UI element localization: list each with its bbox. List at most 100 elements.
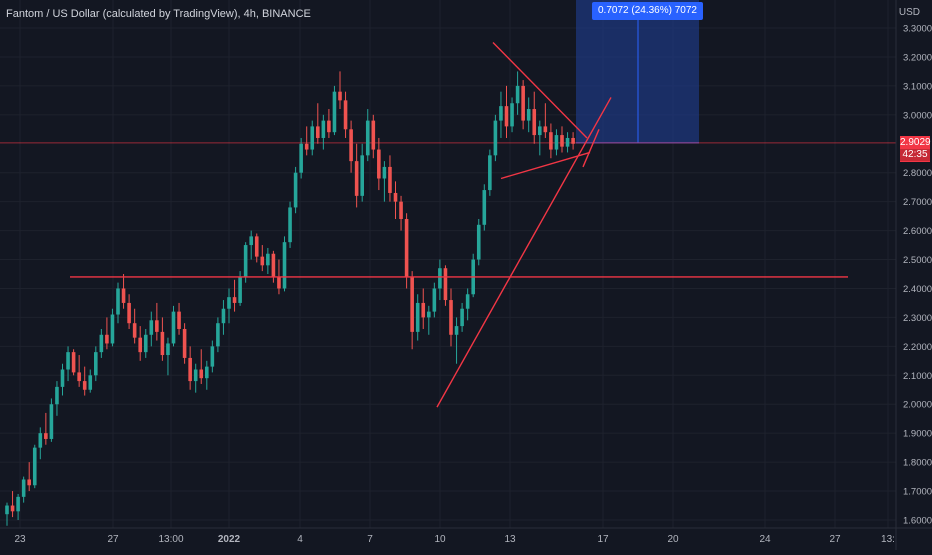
last-price-badge: 2.9029 42:35	[900, 136, 931, 162]
candle-body	[304, 143, 309, 150]
time-tick-label: 13:	[881, 534, 895, 545]
candle-body	[510, 103, 514, 127]
candle-body	[216, 323, 220, 347]
candles	[5, 71, 575, 526]
candle-body	[138, 337, 142, 353]
candle-body	[449, 300, 453, 335]
time-tick-label: 23	[14, 534, 26, 545]
candle-body	[288, 207, 292, 243]
price-tick-label: 2.7000	[903, 197, 932, 208]
time-tick-label: 7	[367, 534, 373, 545]
triangle-lower-line	[500, 151, 591, 180]
candle-body	[32, 447, 37, 486]
time-tick-label: 27	[829, 534, 841, 545]
candle-body	[515, 85, 520, 104]
time-tick-label: 27	[107, 534, 119, 545]
time-tick-label: 4	[297, 534, 303, 545]
price-tick-label: 1.8000	[903, 458, 932, 469]
candle-body	[427, 311, 431, 318]
time-tick-label: 20	[667, 534, 679, 545]
candle-body	[210, 346, 215, 367]
price-axis: 3.3000 3.2000 3.1000 3.0000 2.8000 2.7000 2.60…	[903, 24, 932, 527]
candle-body	[543, 126, 548, 133]
candle-body	[171, 311, 176, 344]
last-price-value: 2.9029	[900, 137, 931, 148]
candle-body	[82, 381, 87, 390]
candle-body	[565, 137, 570, 147]
candle-body	[116, 288, 120, 315]
candle-body	[310, 126, 315, 150]
candle-body	[277, 276, 281, 289]
price-tick-label: 2.2000	[903, 342, 932, 353]
price-axis-background	[896, 0, 932, 550]
time-tick-label: 2022	[218, 534, 241, 545]
candle-body	[94, 352, 98, 376]
candle-body	[121, 288, 126, 303]
candle-body	[127, 302, 131, 324]
price-tick-label: 3.3000	[903, 24, 932, 35]
candle-body	[266, 253, 270, 266]
grid-lines	[0, 0, 896, 528]
candle-body	[482, 190, 487, 225]
candle-body	[60, 369, 65, 387]
candle-body	[354, 161, 359, 196]
candle-body	[55, 386, 59, 405]
chart-title: Fantom / US Dollar (calculated by Tradin…	[6, 8, 311, 20]
candle-body	[399, 201, 403, 220]
candle-body	[332, 91, 337, 133]
candle-body	[155, 320, 159, 332]
candle-body	[460, 308, 464, 327]
candle-body	[432, 288, 437, 312]
candle-body	[532, 109, 537, 136]
candle-body	[538, 126, 542, 136]
candle-body	[66, 352, 70, 370]
candle-body	[182, 328, 187, 358]
price-tick-label: 3.1000	[903, 81, 932, 92]
price-tick-label: 2.4000	[903, 284, 932, 295]
candle-body	[260, 256, 265, 266]
candle-body	[521, 85, 525, 121]
candle-body	[199, 369, 204, 379]
candle-body	[404, 219, 409, 277]
candle-body	[99, 334, 104, 353]
candle-body	[49, 404, 54, 439]
time-tick-label: 13	[504, 534, 516, 545]
triangle-breakout-line	[582, 129, 600, 168]
price-tick-label: 1.7000	[903, 487, 932, 498]
triangle-upper-line	[492, 41, 588, 139]
candle-body	[421, 302, 426, 318]
candle-body	[16, 496, 20, 512]
currency-label: USD	[898, 7, 920, 18]
candle-body	[377, 149, 381, 179]
candle-body	[143, 334, 148, 353]
candle-body	[105, 334, 109, 344]
candle-body	[149, 320, 154, 335]
candle-body	[254, 236, 259, 257]
candle-body	[77, 372, 81, 382]
candle-body	[232, 297, 237, 303]
candle-body	[321, 120, 326, 138]
candle-body	[5, 505, 9, 515]
candle-body	[110, 314, 115, 344]
candle-body	[393, 192, 398, 202]
candle-body	[293, 172, 298, 208]
candle-body	[438, 268, 442, 289]
time-tick-label: 13:00	[158, 534, 183, 545]
candle-body	[299, 143, 303, 173]
price-tick-label: 2.5000	[903, 255, 932, 266]
candle-body	[488, 155, 492, 191]
candle-body	[282, 242, 287, 289]
candle-body	[177, 311, 181, 329]
candle-body	[571, 137, 575, 144]
candle-body	[560, 135, 564, 147]
candle-body	[205, 366, 209, 379]
candle-body	[443, 268, 448, 301]
candle-body	[71, 352, 76, 373]
candle-body	[188, 357, 192, 382]
candle-body	[504, 106, 509, 127]
price-tick-label: 3.2000	[903, 52, 932, 63]
candle-body	[382, 166, 387, 179]
candle-body	[160, 331, 165, 356]
